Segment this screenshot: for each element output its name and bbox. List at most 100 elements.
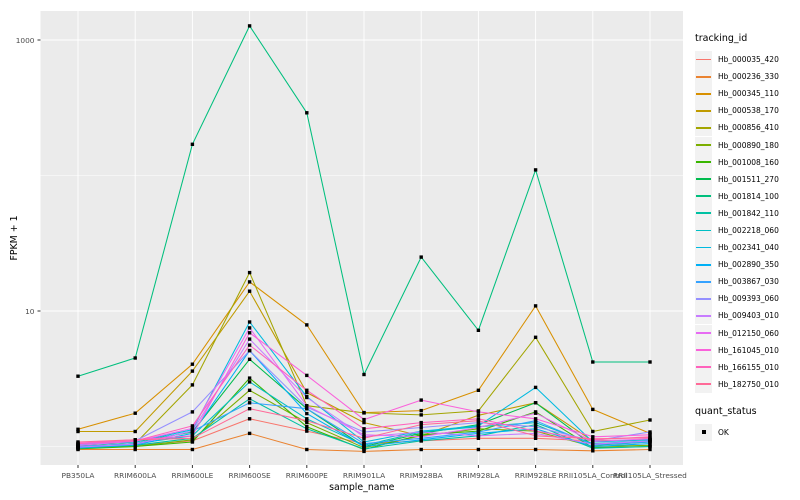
legend-entry: Hb_001814_100: [695, 187, 800, 205]
x-tick-label: RRIM928LA: [457, 471, 499, 480]
legend-key: [695, 153, 712, 171]
legend-key: [695, 358, 712, 376]
data-point: [247, 280, 252, 284]
x-tick-label: RRII105LA_Control: [559, 471, 628, 480]
legend-key-line-icon: [696, 195, 711, 198]
data-point: [648, 360, 652, 364]
data-point: [591, 407, 595, 412]
x-tick-label: RRIM928BA: [400, 471, 443, 480]
data-point: [533, 420, 538, 425]
legend-entry: Hb_001511_270: [695, 170, 800, 188]
data-point: [190, 436, 195, 440]
legend-title-quant-status: quant_status: [695, 405, 757, 417]
data-point: [190, 424, 195, 428]
legend-entry-label: Hb_166155_010: [718, 362, 779, 372]
legend-key: [695, 341, 712, 359]
data-point: [133, 438, 137, 442]
legend-entry-label: Hb_002890_350: [718, 260, 779, 270]
data-point: [190, 362, 195, 366]
data-point: [305, 429, 309, 433]
data-point: [247, 376, 252, 380]
legend-key: [695, 68, 712, 86]
data-point: [533, 434, 538, 438]
data-point: [305, 395, 309, 400]
legend-key-line-icon: [696, 315, 711, 317]
data-point: [247, 337, 252, 341]
data-point: [247, 331, 252, 335]
legend-entry-label: Hb_001842_110: [718, 208, 779, 218]
data-point: [247, 417, 252, 421]
legend-entries: Hb_000035_420 Hb_000236_330 Hb_000345_110 H…: [695, 51, 800, 393]
data-point: [476, 425, 481, 430]
data-point: [533, 401, 538, 405]
y-axis-title: FPKM + 1: [9, 215, 20, 260]
data-point: [591, 442, 595, 446]
x-tick-label: RRII105LA_Stressed: [613, 471, 687, 480]
data-point: [247, 348, 252, 353]
data-point: [247, 401, 252, 405]
y-tick-label: 10: [25, 307, 35, 316]
data-point: [419, 435, 423, 439]
data-point: [362, 449, 366, 454]
legend-entry-label: Hb_000856_410: [718, 123, 779, 133]
data-point: [305, 427, 309, 431]
legend-key: [695, 51, 712, 69]
legend-key-line-icon: [696, 383, 711, 386]
data-point: [476, 430, 481, 434]
legend-entry-label: Hb_001814_100: [718, 191, 779, 201]
legend-entry-label: Hb_161045_010: [718, 345, 779, 355]
data-point: [591, 429, 595, 434]
data-point: [648, 430, 652, 434]
legend-entry-label: Hb_009393_060: [718, 294, 779, 304]
legend-entry-label: Hb_000035_420: [718, 55, 779, 65]
data-point: [190, 426, 195, 431]
data-point: [362, 427, 366, 431]
legend-entry-label: Hb_001511_270: [718, 174, 779, 184]
data-point: [419, 408, 423, 413]
data-point: [419, 447, 423, 452]
legend-title-tracking-id: tracking_id: [695, 33, 748, 44]
data-point: [247, 270, 252, 275]
legend-key-line-icon: [696, 263, 711, 266]
legend-key: [695, 119, 712, 137]
data-point: [305, 420, 309, 425]
legend-key: [695, 187, 712, 205]
y-tick-label: 1000: [16, 36, 35, 45]
data-point: [133, 447, 137, 452]
legend-key-line-icon: [696, 58, 711, 61]
legend-key: [695, 170, 712, 188]
legend-key-line-icon: [696, 332, 711, 334]
legend-key: [695, 102, 712, 120]
data-point: [305, 417, 309, 421]
data-point: [419, 430, 423, 434]
legend-key-line-icon: [696, 246, 711, 249]
legend-key-line-icon: [696, 349, 711, 352]
data-point: [190, 383, 195, 387]
data-point: [419, 413, 423, 417]
data-point: [533, 429, 538, 433]
legend-key-line-icon: [696, 366, 711, 369]
legend-key-line-icon: [696, 109, 711, 112]
legend-entry-label: Hb_003867_030: [718, 277, 779, 287]
legend-entry: Hb_000538_170: [695, 102, 800, 120]
legend-key: [695, 136, 712, 154]
data-point: [533, 168, 538, 172]
data-point: [533, 436, 538, 440]
legend-entry: Hb_161045_010: [695, 341, 800, 359]
legend-entry: Hb_009403_010: [695, 307, 800, 325]
data-point: [533, 304, 538, 308]
x-tick-label: RRIM600SE: [228, 471, 271, 480]
legend-key-line-icon: [696, 178, 711, 181]
data-point: [476, 388, 481, 392]
data-point: [305, 411, 309, 416]
data-point: [362, 430, 366, 434]
data-point: [648, 444, 652, 449]
legend-key: [695, 239, 712, 257]
data-point: [591, 446, 595, 450]
data-point: [247, 24, 252, 28]
data-point: [190, 447, 195, 452]
legend-entry: Hb_012150_060: [695, 324, 800, 342]
legend-entry: Hb_002218_060: [695, 221, 800, 239]
x-tick-label: RRIM600LA: [114, 471, 156, 480]
